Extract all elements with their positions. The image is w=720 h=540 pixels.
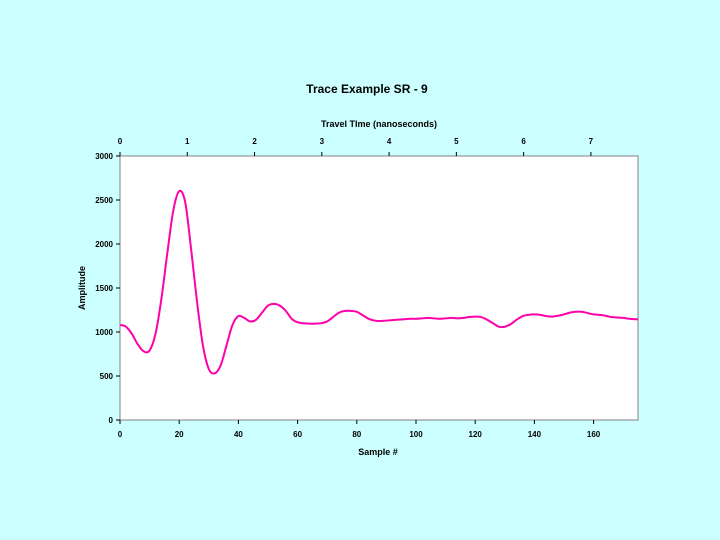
- series-layer: [119, 189, 639, 375]
- axes: 0 20 40 60 80 100 120 140 160 0 1 2 3 4 5 6 7 0 500 1000 150…: [95, 137, 601, 439]
- x-tick-label: 60: [293, 430, 302, 439]
- y-tick-label: 1500: [95, 284, 113, 293]
- y-tick-label: 0: [109, 416, 114, 425]
- y-tick-label: 2000: [95, 240, 113, 249]
- y-tick-label: 500: [100, 372, 114, 381]
- y-tick-label: 3000: [95, 152, 113, 161]
- top-tick-label: 0: [118, 137, 123, 146]
- series-line: [119, 189, 639, 375]
- x-tick-label: 0: [118, 430, 123, 439]
- chart-title: Trace Example SR - 9: [306, 82, 428, 96]
- x-tick-label: 20: [175, 430, 184, 439]
- top-tick-label: 1: [185, 137, 190, 146]
- top-axis-title: Travel TIme (nanoseconds): [321, 119, 437, 129]
- x-axis-title: Sample #: [358, 447, 398, 457]
- top-tick-label: 4: [387, 137, 392, 146]
- top-tick-label: 5: [454, 137, 459, 146]
- y-tick-label: 2500: [95, 196, 113, 205]
- x-tick-label: 140: [528, 430, 542, 439]
- top-tick-label: 2: [252, 137, 257, 146]
- top-tick-label: 7: [589, 137, 594, 146]
- x-tick-label: 160: [587, 430, 601, 439]
- plot-area: [119, 155, 639, 421]
- y-axis-title: Amplitude: [77, 266, 87, 310]
- x-tick-label: 120: [469, 430, 483, 439]
- x-tick-label: 40: [234, 430, 243, 439]
- top-tick-label: 3: [320, 137, 325, 146]
- y-tick-label: 1000: [95, 328, 113, 337]
- top-tick-label: 6: [521, 137, 526, 146]
- x-tick-label: 80: [352, 430, 361, 439]
- x-tick-label: 100: [409, 430, 423, 439]
